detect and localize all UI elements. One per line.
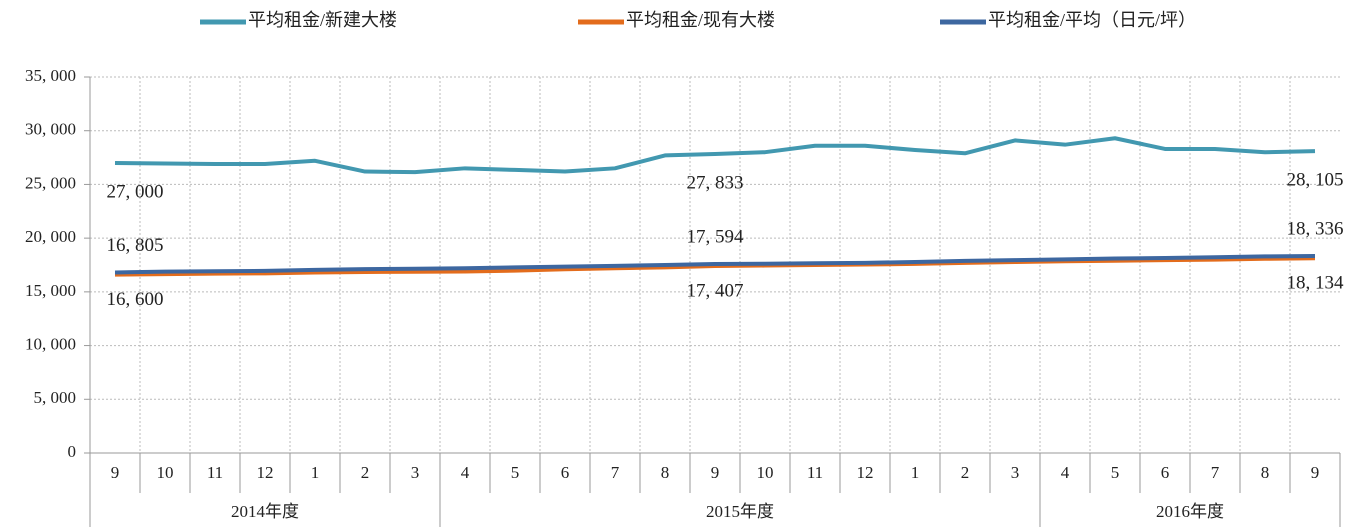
- legend-label: 平均租金/平均（日元/坪）: [988, 10, 1196, 30]
- x-tick-label: 1: [911, 463, 920, 482]
- x-tick-label: 4: [1061, 463, 1070, 482]
- x-tick-label: 1: [311, 463, 320, 482]
- y-tick-label: 10, 000: [25, 334, 76, 353]
- x-tick-label: 9: [1311, 463, 1320, 482]
- y-tick-label: 20, 000: [25, 227, 76, 246]
- x-tick-label: 9: [111, 463, 120, 482]
- x-tick-label: 5: [511, 463, 520, 482]
- series-line: [114, 256, 1316, 277]
- y-tick-label: 0: [68, 442, 77, 461]
- x-tick-label: 7: [611, 463, 620, 482]
- x-tick-label: 6: [1161, 463, 1170, 482]
- data-label: 17, 407: [687, 280, 744, 301]
- data-label: 17, 594: [687, 226, 745, 247]
- x-tick-label: 8: [1261, 463, 1270, 482]
- group-label: 2014年度: [231, 502, 299, 521]
- x-tick-label: 11: [207, 463, 223, 482]
- x-tick-label: 12: [857, 463, 874, 482]
- x-tick-label: 2: [961, 463, 970, 482]
- x-tick-label: 3: [1011, 463, 1020, 482]
- data-label: 28, 105: [1287, 169, 1344, 190]
- x-tick-label: 11: [807, 463, 823, 482]
- x-tick-label: 2: [361, 463, 370, 482]
- group-label: 2015年度: [706, 502, 774, 521]
- legend-label: 平均租金/现有大楼: [626, 10, 775, 30]
- x-tick-label: 3: [411, 463, 420, 482]
- x-tick-label: 10: [157, 463, 174, 482]
- x-tick-label: 12: [257, 463, 274, 482]
- series-line: [114, 136, 1316, 175]
- x-tick-label: 8: [661, 463, 670, 482]
- x-tick-label: 4: [461, 463, 470, 482]
- x-tick-label: 6: [561, 463, 570, 482]
- x-tick-label: 9: [711, 463, 720, 482]
- y-tick-label: 30, 000: [25, 120, 76, 139]
- y-tick-label: 35, 000: [25, 66, 76, 85]
- x-tick-label: 7: [1211, 463, 1220, 482]
- group-label: 2016年度: [1156, 502, 1224, 521]
- data-label: 16, 805: [107, 235, 164, 256]
- data-label: 18, 336: [1287, 218, 1344, 239]
- y-tick-label: 15, 000: [25, 281, 76, 300]
- x-tick-label: 5: [1111, 463, 1120, 482]
- data-label: 18, 134: [1287, 273, 1345, 294]
- legend-label: 平均租金/新建大楼: [248, 10, 397, 30]
- x-tick-label: 10: [757, 463, 774, 482]
- data-label: 27, 833: [687, 172, 744, 193]
- data-label: 27, 000: [107, 181, 164, 202]
- y-tick-label: 25, 000: [25, 173, 76, 192]
- data-label: 16, 600: [107, 289, 164, 310]
- series-line: [114, 254, 1316, 275]
- y-tick-label: 5, 000: [34, 388, 77, 407]
